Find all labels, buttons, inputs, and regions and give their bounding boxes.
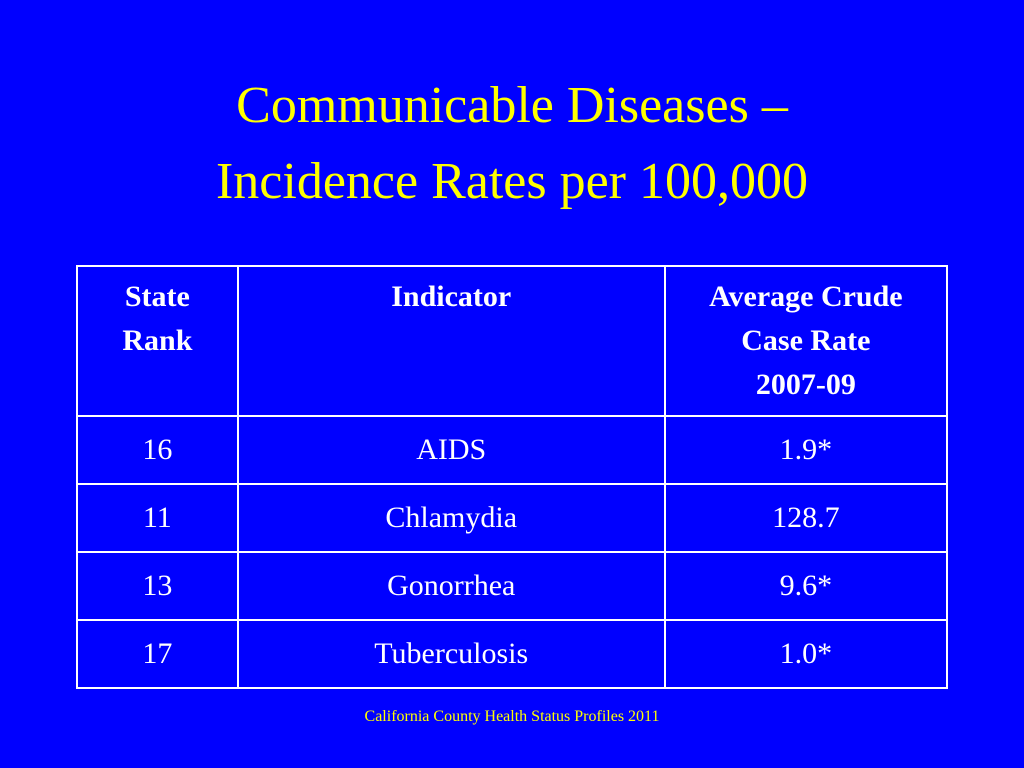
cell-state-rank: 17 [76, 619, 239, 689]
incidence-table: State Rank Indicator Average Crude Case … [76, 265, 949, 689]
table-header-row: State Rank Indicator Average Crude Case … [76, 265, 949, 417]
cell-case-rate: 1.9* [663, 415, 949, 485]
header-rate-line-1: Average Crude [709, 280, 903, 313]
cell-case-rate: 1.0* [663, 619, 949, 689]
table-row: 13 Gonorrhea 9.6* [76, 551, 949, 621]
header-indicator: Indicator [236, 265, 666, 417]
header-state-rank-line-1: State [124, 280, 190, 313]
table-row: 11 Chlamydia 128.7 [76, 483, 949, 553]
source-footnote: California County Health Status Profiles… [364, 708, 660, 725]
header-state-rank: State Rank [76, 265, 239, 417]
cell-case-rate: 128.7 [663, 483, 949, 553]
cell-state-rank: 16 [76, 415, 239, 485]
header-average-crude-case-rate: Average Crude Case Rate 2007-09 [663, 265, 949, 417]
slide-title: Communicable Diseases – Incidence Rates … [0, 68, 1024, 220]
cell-case-rate: 9.6* [663, 551, 949, 621]
table-row: 17 Tuberculosis 1.0* [76, 619, 949, 689]
header-rate-line-2: Case Rate [741, 324, 871, 357]
cell-indicator: Chlamydia [236, 483, 666, 553]
cell-state-rank: 13 [76, 551, 239, 621]
header-state-rank-line-2: Rank [122, 324, 193, 357]
header-rate-line-3: 2007-09 [755, 368, 856, 401]
title-line-1: Communicable Diseases – [236, 77, 788, 134]
title-line-2: Incidence Rates per 100,000 [215, 153, 808, 210]
cell-indicator: Tuberculosis [236, 619, 666, 689]
cell-indicator: Gonorrhea [236, 551, 666, 621]
cell-indicator: AIDS [236, 415, 666, 485]
table-row: 16 AIDS 1.9* [76, 415, 949, 485]
cell-state-rank: 11 [76, 483, 239, 553]
